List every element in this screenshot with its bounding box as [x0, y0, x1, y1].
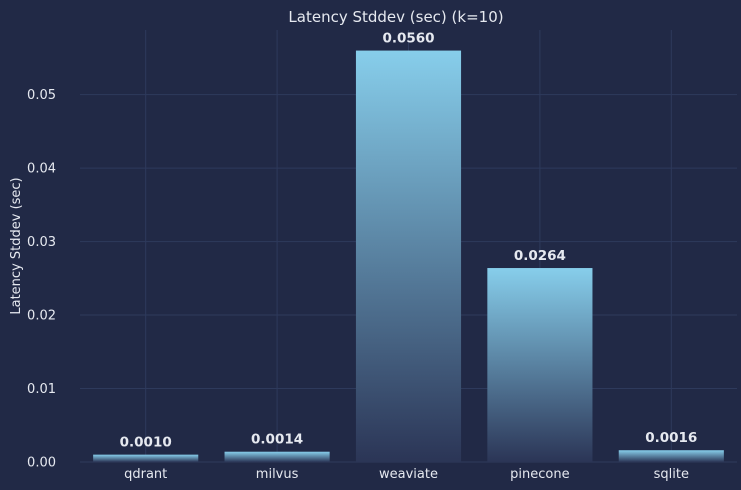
- bar-weaviate: [355, 50, 462, 462]
- y-axis-ticks: 0.00 0.01 0.02 0.03 0.04 0.05: [27, 88, 56, 470]
- data-label-qdrant: 0.0010: [120, 435, 172, 451]
- y-tick-label: 0.04: [27, 162, 56, 177]
- bar-milvus: [224, 451, 330, 462]
- data-label-sqlite: 0.0016: [645, 430, 697, 446]
- x-tick-label-sqlite: sqlite: [654, 467, 689, 482]
- data-label-pinecone: 0.0264: [514, 248, 566, 264]
- chart-title: Latency Stddev (sec) (k=10): [288, 8, 503, 26]
- y-tick-label: 0.05: [27, 88, 56, 103]
- x-tick-label-qdrant: qdrant: [124, 467, 167, 482]
- y-tick-label: 0.01: [27, 382, 56, 397]
- bar-sqlite: [618, 450, 724, 462]
- data-label-weaviate: 0.0560: [382, 31, 434, 47]
- y-tick-label: 0.03: [27, 235, 56, 250]
- y-tick-label: 0.00: [27, 456, 56, 471]
- bar-pinecone: [487, 268, 593, 462]
- x-tick-label-milvus: milvus: [256, 467, 299, 482]
- bars: [93, 50, 724, 462]
- bar-qdrant: [93, 454, 199, 462]
- data-label-milvus: 0.0014: [251, 432, 303, 448]
- data-labels: 0.0010 0.0014 0.0560 0.0264 0.0016: [120, 31, 698, 451]
- y-tick-label: 0.02: [27, 309, 56, 324]
- x-tick-label-pinecone: pinecone: [510, 467, 569, 482]
- x-axis-ticks: qdrant milvus weaviate pinecone sqlite: [124, 467, 689, 482]
- y-axis-label: Latency Stddev (sec): [9, 177, 24, 314]
- x-tick-label-weaviate: weaviate: [379, 467, 438, 482]
